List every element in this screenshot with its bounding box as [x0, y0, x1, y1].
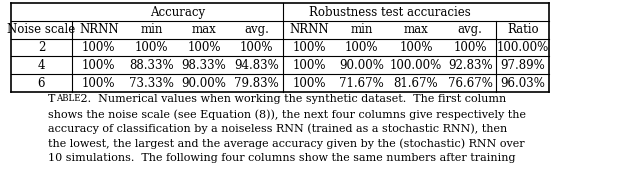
Text: 90.00%: 90.00% [339, 59, 384, 72]
Text: Robustness test accuracies: Robustness test accuracies [308, 6, 470, 19]
Text: 100%: 100% [82, 41, 115, 54]
Text: ABLE: ABLE [56, 94, 80, 103]
Text: Accuracy: Accuracy [150, 6, 205, 19]
Text: 100%: 100% [240, 41, 273, 54]
Text: 92.83%: 92.83% [448, 59, 492, 72]
Text: T: T [48, 94, 55, 104]
Text: min: min [351, 23, 373, 37]
Text: avg.: avg. [458, 23, 483, 37]
Text: 73.33%: 73.33% [129, 77, 174, 90]
Text: 100%: 100% [188, 41, 221, 54]
Text: accuracy of classification by a noiseless RNN (trained as a stochastic RNN), the: accuracy of classification by a noiseles… [48, 124, 507, 134]
Text: min: min [140, 23, 163, 37]
Text: 97.89%: 97.89% [500, 59, 545, 72]
Text: 100%: 100% [82, 59, 115, 72]
Text: Ratio: Ratio [507, 23, 538, 37]
Text: 100%: 100% [292, 41, 326, 54]
Text: 100%: 100% [345, 41, 378, 54]
Text: 100%: 100% [453, 41, 487, 54]
Text: 76.67%: 76.67% [447, 77, 493, 90]
Text: 100.00%: 100.00% [497, 41, 549, 54]
Text: 100%: 100% [399, 41, 433, 54]
Text: 100%: 100% [292, 59, 326, 72]
Text: 4: 4 [38, 59, 45, 72]
Text: Noise scale: Noise scale [8, 23, 76, 37]
Text: 88.33%: 88.33% [129, 59, 173, 72]
Text: NRNN: NRNN [289, 23, 329, 37]
Text: 94.83%: 94.83% [234, 59, 279, 72]
Text: 81.67%: 81.67% [394, 77, 438, 90]
Text: 10 simulations.  The following four columns show the same numbers after training: 10 simulations. The following four colum… [48, 153, 515, 163]
Text: the lowest, the largest and the average accuracy given by the (stochastic) RNN o: the lowest, the largest and the average … [48, 139, 524, 149]
Text: 6: 6 [38, 77, 45, 90]
Text: max: max [404, 23, 428, 37]
Text: 98.33%: 98.33% [182, 59, 227, 72]
Text: 79.83%: 79.83% [234, 77, 279, 90]
Text: 2: 2 [38, 41, 45, 54]
Text: 100%: 100% [82, 77, 115, 90]
Text: 2.  Numerical values when working the synthetic dataset.  The first column: 2. Numerical values when working the syn… [77, 94, 507, 104]
Text: 100%: 100% [292, 77, 326, 90]
Text: 90.00%: 90.00% [182, 77, 227, 90]
Text: 100%: 100% [134, 41, 168, 54]
Text: max: max [191, 23, 216, 37]
Text: shows the noise scale (see Equation (8)), the next four columns give respectivel: shows the noise scale (see Equation (8))… [48, 109, 525, 119]
Text: 96.03%: 96.03% [500, 77, 545, 90]
Text: NRNN: NRNN [79, 23, 118, 37]
Text: 100.00%: 100.00% [390, 59, 442, 72]
Text: avg.: avg. [244, 23, 269, 37]
Text: 71.67%: 71.67% [339, 77, 384, 90]
